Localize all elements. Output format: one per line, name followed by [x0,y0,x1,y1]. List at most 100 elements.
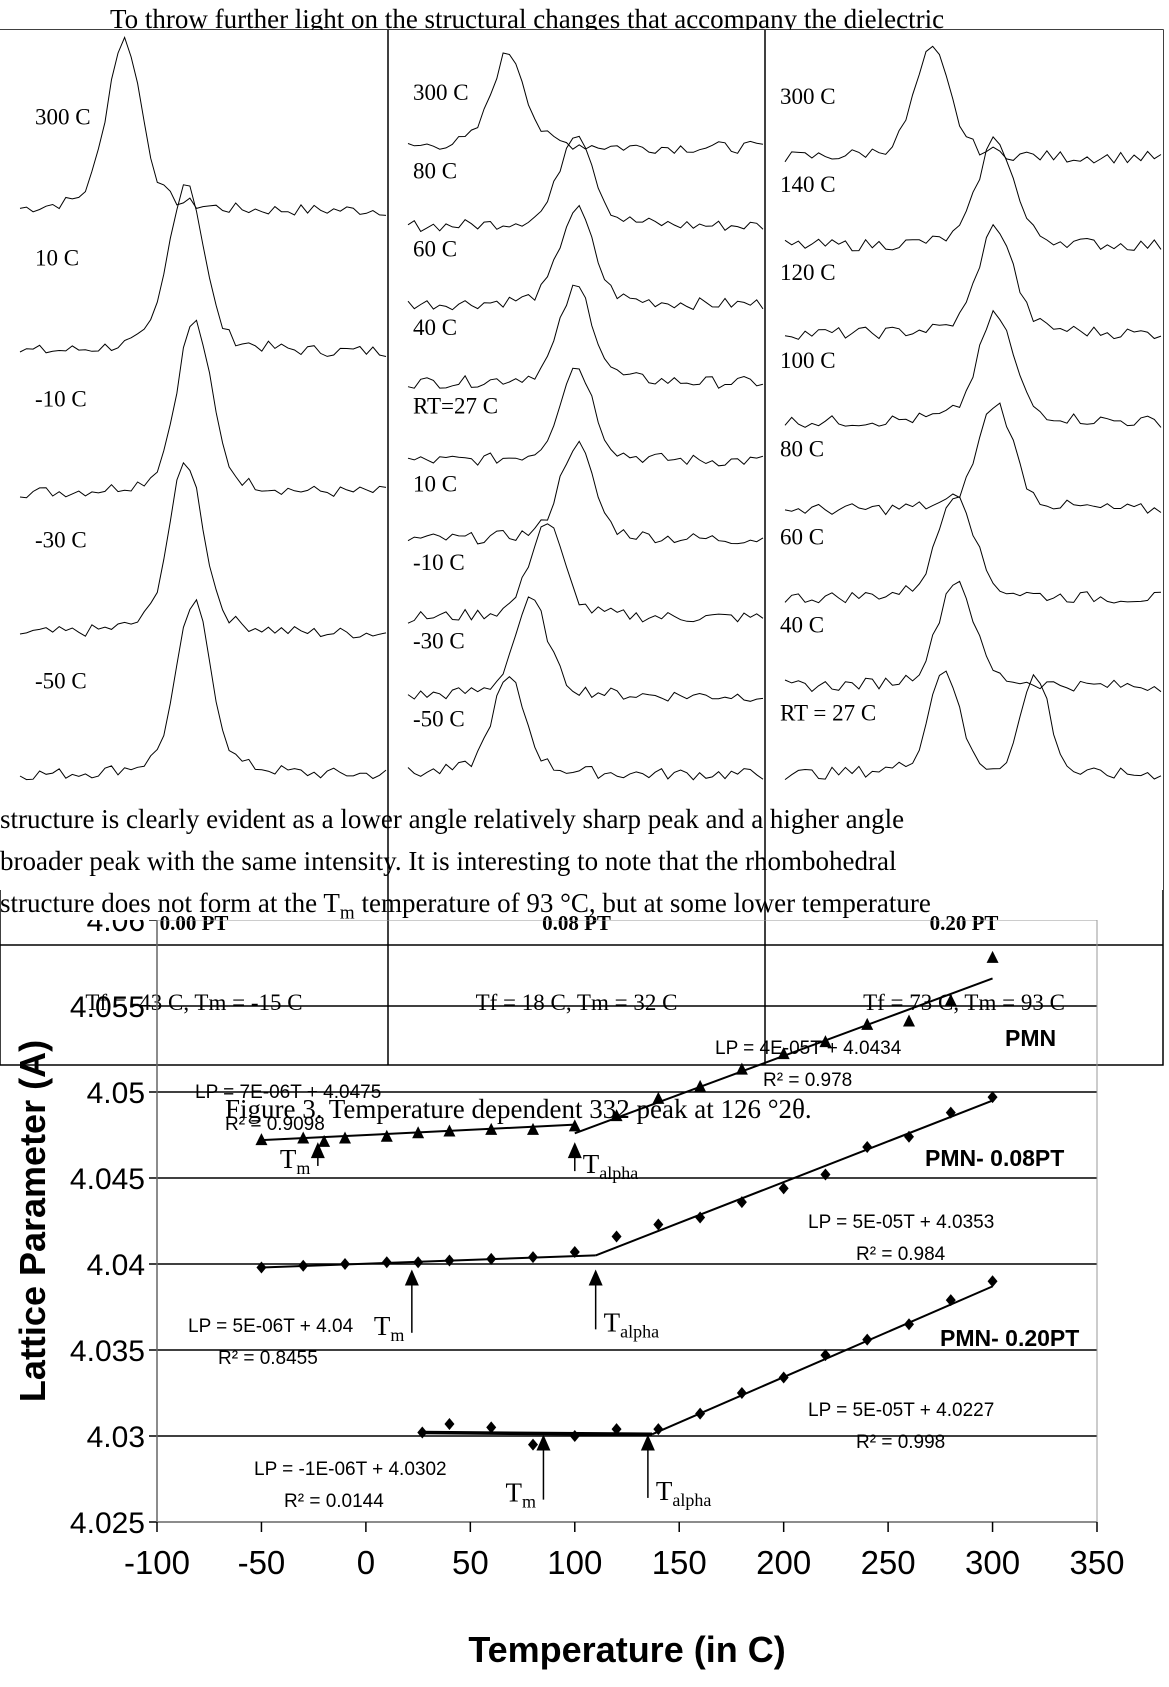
xrd-panel-title: 0.20 PT [930,911,999,935]
x-tick-label: 100 [547,1544,602,1581]
data-point-diamond [862,1333,873,1346]
xrd-trace-label: 80 C [413,158,457,183]
x-tick-label: 50 [452,1544,489,1581]
plot-frame [156,920,1098,1523]
data-point-diamond [417,1426,428,1439]
data-point-diamond [987,1275,998,1288]
xrd-trace-label: 300 C [780,84,836,109]
paragraph-line-4: structure does not form at the Tm temper… [0,884,931,932]
figure-caption: Figure 3. Temperature dependent 332 peak… [225,1094,812,1124]
xrd-trace-label: 40 C [413,315,457,340]
fit-r2: R² = 0.0144 [284,1491,384,1512]
xrd-trace [784,580,1162,693]
y-tick-label: 4.025 [70,1507,145,1540]
fit-line [651,1285,993,1436]
data-point-diamond [340,1258,350,1270]
xrd-trace-label: 60 C [413,237,457,262]
data-point-triangle [986,950,999,963]
data-point-diamond [695,1407,706,1420]
fit-r2: R² = 0.9098 [225,1114,325,1135]
fit-r2: R² = 0.978 [763,1070,852,1091]
xrd-trace-label: 10 C [413,472,457,497]
x-tick-label: 300 [965,1544,1020,1581]
xrd-trace [407,523,764,624]
y-tick-label: 4.03 [87,1421,145,1454]
xrd-trace-label: 140 C [780,172,836,197]
data-point-triangle [610,1109,623,1122]
data-point-diamond [569,1430,580,1442]
data-point-diamond [862,1141,873,1154]
xrd-trace [407,204,764,311]
data-point-diamond [820,1168,831,1181]
data-point-triangle [568,1119,581,1132]
xrd-panel-title: 0.00 PT [160,911,229,935]
xrd-trace-label: RT = 27 C [780,701,876,726]
data-point-triangle [861,1017,874,1030]
fit-equation: LP = -1E-06T + 4.0302 [254,1459,447,1480]
xrd-trace-label: RT=27 C [413,393,498,418]
fit-r2: R² = 0.984 [856,1244,946,1265]
data-point-diamond [736,1387,747,1399]
data-point-diamond [904,1130,914,1143]
paragraph-top-line: To throw further light on the structural… [110,4,945,34]
xrd-trace-label: 100 C [780,348,836,373]
data-point-diamond [528,1251,538,1264]
data-point-diamond [256,1261,267,1274]
fit-equation: LP = 4E-05T + 4.0434 [715,1038,902,1059]
data-point-triangle [318,1134,331,1147]
marker-arrowhead [310,1142,325,1159]
data-point-triangle [485,1122,498,1135]
xrd-trace [784,45,1162,164]
y-tick-label: 4.05 [87,1077,145,1110]
data-point-diamond [444,1417,455,1430]
marker-label: Tm [505,1478,536,1512]
xrd-trace-label: 60 C [780,524,824,549]
xrd-trace-label: 300 C [413,80,469,105]
series-label: PMN- 0.20PT [940,1325,1079,1351]
marker-arrowhead [536,1434,551,1451]
fit-equation: LP = 7E-06T + 4.0475 [195,1082,381,1103]
data-point-diamond [820,1349,831,1362]
xrd-trace [784,402,1162,516]
fit-equation: LP = 5E-05T + 4.0353 [808,1212,994,1233]
x-axis-label: Temperature (in C) [468,1629,785,1670]
data-point-triangle [777,1047,790,1060]
data-point-diamond [486,1421,497,1434]
xrd-trace [19,35,387,216]
paragraph-line-4-part-a: structure does not form at the T [0,888,340,918]
data-point-triangle [297,1131,310,1144]
data-point-diamond [298,1259,309,1272]
data-point-diamond [653,1423,664,1436]
data-point-diamond [945,1106,956,1119]
xrd-trace-label: -50 C [35,669,87,694]
xrd-background [0,30,1163,890]
xrd-trace [407,676,764,781]
data-point-triangle [819,1035,832,1048]
paragraph-line-3: broader peak with the same intensity. It… [0,846,897,876]
data-point-triangle [443,1124,456,1137]
x-tick-label: -50 [238,1544,286,1581]
fit-equation: LP = 5E-05T + 4.0227 [808,1400,994,1421]
lattice-parameter-chart: 4.025 4.03 4.035 4.04 4.045 4.05 4.055 4.06 -100… [12,920,1125,1670]
xrd-trace [784,496,1162,604]
series-label: PMN [1005,1025,1056,1051]
paragraph-line-4-sub: m [339,902,355,924]
xrd-trace [784,309,1162,428]
fit-r2: R² = 0.8455 [218,1348,318,1369]
xrd-trace-label: 10 C [35,246,79,271]
xrd-trace [784,223,1162,340]
paragraph-line-4-part-b: temperature of 93 °C, but at some lower … [354,888,931,918]
y-axis-label: Lattice Parameter (A) [12,1040,53,1402]
fit-line [261,1254,596,1269]
xrd-trace-label: -50 C [413,707,465,732]
data-point-diamond [987,1091,998,1104]
paragraph-line-2: structure is clearly evident as a lower … [0,804,905,834]
data-point-diamond [381,1256,392,1269]
data-point-triangle [735,1062,748,1075]
data-point-triangle [380,1129,393,1142]
data-point-triangle [944,993,957,1006]
x-tick-label: 200 [756,1544,811,1581]
x-tick-label: 250 [861,1544,916,1581]
data-point-triangle [412,1126,425,1139]
xrd-trace [19,184,387,357]
